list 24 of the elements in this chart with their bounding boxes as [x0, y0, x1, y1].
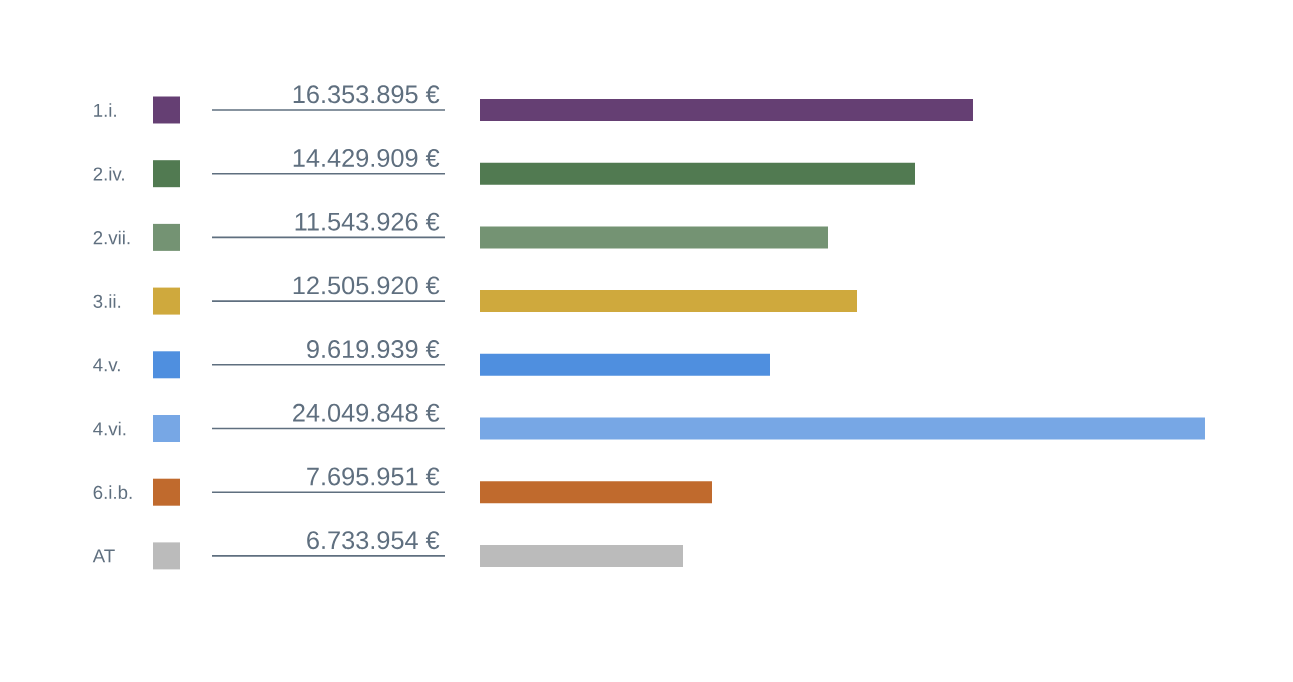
bar — [480, 544, 683, 567]
data-label: 16.353.895 € — [293, 85, 440, 104]
data-label: 24.049.848 € — [293, 403, 440, 422]
bar — [480, 417, 1205, 440]
y-tick-label: 3.ii. — [93, 294, 121, 308]
bar — [480, 353, 770, 376]
y-tick-label: AT — [92, 549, 115, 563]
data-label: 7.695.951 € — [307, 467, 440, 486]
y-tick-label: 2.vii. — [93, 230, 130, 245]
data-label: 6.733.954 € — [307, 531, 440, 550]
bar — [480, 290, 857, 313]
y-tick-label: 4.vi. — [93, 421, 126, 436]
y-tick-label: 4.v. — [93, 358, 120, 372]
data-label: 11.543.926 € — [295, 212, 440, 231]
bar — [480, 162, 915, 185]
bar — [480, 226, 828, 249]
data-label: 12.505.920 € — [293, 276, 440, 295]
data-label: 9.619.939 € — [307, 340, 440, 359]
y-tick-label: 1.i. — [94, 103, 116, 117]
bar — [480, 481, 712, 504]
y-tick-label: 6.i.b. — [93, 485, 132, 500]
y-tick-label: 2.iv. — [93, 166, 124, 181]
data-label: 14.429.909 € — [293, 149, 440, 167]
bar — [480, 99, 973, 122]
